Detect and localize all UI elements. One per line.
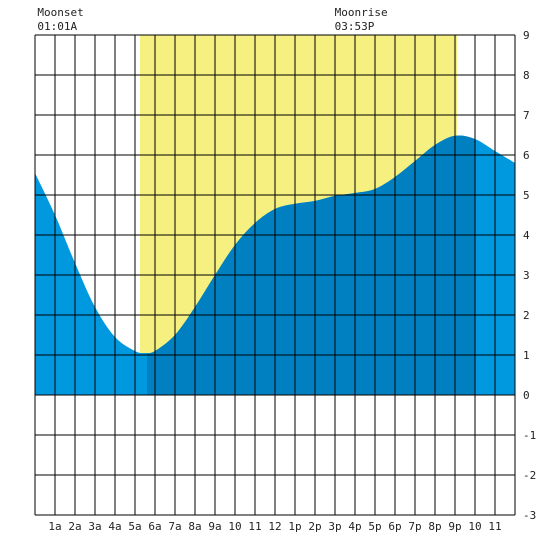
y-tick-label: 4	[523, 229, 530, 242]
x-tick-label: 1p	[288, 520, 301, 533]
x-tick-label: 10	[468, 520, 481, 533]
y-tick-label: 8	[523, 69, 530, 82]
x-tick-label: 5p	[368, 520, 381, 533]
x-tick-label: 6a	[148, 520, 161, 533]
annotation-time: 03:53P	[335, 20, 375, 33]
y-tick-label: 3	[523, 269, 530, 282]
annotation-label: Moonrise	[335, 6, 388, 19]
x-tick-label: 3a	[88, 520, 101, 533]
y-tick-label: 6	[523, 149, 530, 162]
x-tick-label: 3p	[328, 520, 341, 533]
x-tick-label: 7p	[408, 520, 421, 533]
x-tick-label: 9a	[208, 520, 221, 533]
x-tick-label: 4a	[108, 520, 121, 533]
x-tick-label: 7a	[168, 520, 181, 533]
y-tick-label: 5	[523, 189, 530, 202]
annotation-time: 01:01A	[37, 20, 77, 33]
tide-area-dark	[147, 135, 475, 395]
y-tick-label: 7	[523, 109, 530, 122]
x-tick-label: 9p	[448, 520, 461, 533]
x-tick-label: 12	[268, 520, 281, 533]
y-axis-labels: 9 8 7 6 5 4 3 2 1 0 -1 -2 -3	[523, 29, 536, 522]
x-tick-label: 2p	[308, 520, 321, 533]
y-tick-label: 1	[523, 349, 530, 362]
x-tick-label: 2a	[68, 520, 81, 533]
x-tick-label: 8a	[188, 520, 201, 533]
chart-grid	[34, 34, 516, 516]
x-tick-label: 10	[228, 520, 241, 533]
y-tick-label: -3	[523, 509, 536, 522]
x-tick-label: 4p	[348, 520, 361, 533]
y-tick-label: -2	[523, 469, 536, 482]
x-axis-labels: 1a 2a 3a 4a 5a 6a 7a 8a 9a 10 11 12 1p 2p 3p 4p 5p 6p 7p 8p…	[48, 520, 501, 533]
x-tick-label: 11	[488, 520, 501, 533]
y-tick-label: 9	[523, 29, 530, 42]
x-tick-label: 8p	[428, 520, 441, 533]
x-tick-label: 5a	[128, 520, 141, 533]
x-tick-label: 6p	[388, 520, 401, 533]
y-tick-label: 2	[523, 309, 530, 322]
y-tick-label: -1	[523, 429, 536, 442]
y-tick-label: 0	[523, 389, 530, 402]
annotation-label: Moonset	[37, 6, 83, 19]
x-tick-label: 11	[248, 520, 261, 533]
x-tick-label: 1a	[48, 520, 61, 533]
